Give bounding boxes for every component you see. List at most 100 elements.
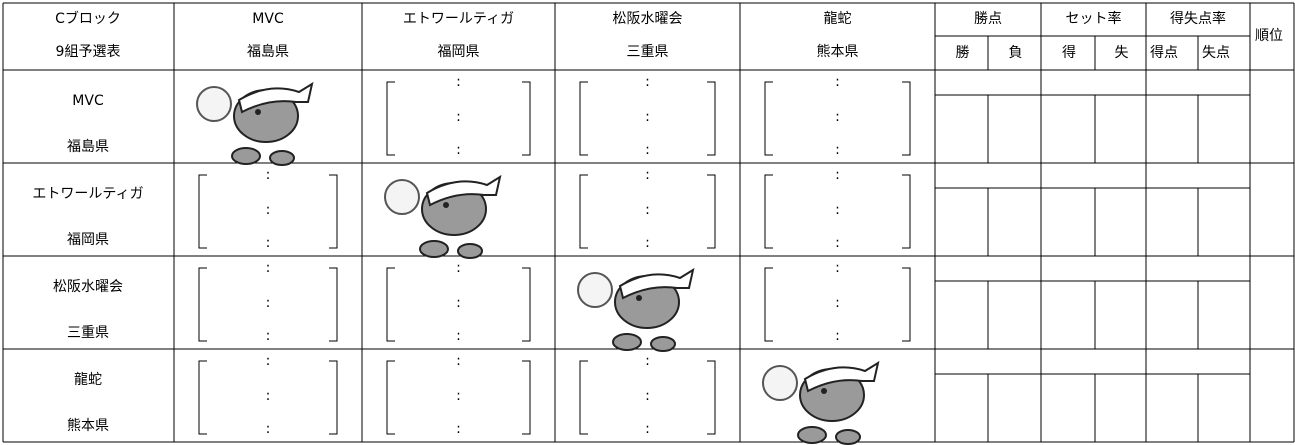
score-separator: :	[456, 109, 461, 125]
bracket	[579, 174, 588, 249]
team-prefecture: 福島県	[67, 139, 109, 155]
score-separator: :	[266, 421, 271, 437]
bracket	[764, 81, 773, 156]
bracket	[522, 81, 531, 156]
team-prefecture: 三重県	[67, 325, 109, 341]
score-separator: :	[835, 142, 840, 158]
score-separator: :	[835, 328, 840, 344]
score-separator: :	[266, 235, 271, 251]
score-separator: :	[266, 353, 271, 369]
bracket	[902, 267, 911, 342]
bracket	[386, 81, 395, 156]
mascot-foot	[650, 336, 676, 352]
score-separator: :	[266, 328, 271, 344]
score-separator: :	[456, 260, 461, 276]
score-separator: :	[266, 167, 271, 183]
team-header-prefecture: 三重県	[627, 44, 669, 60]
mascot-band	[425, 174, 502, 207]
score-separator: :	[645, 202, 650, 218]
score-separator: :	[266, 295, 271, 311]
mascot-eye	[443, 202, 449, 208]
bracket	[386, 360, 395, 435]
score-separator: :	[645, 388, 650, 404]
score-separator: :	[456, 388, 461, 404]
mascot-image	[196, 81, 314, 166]
mascot-foot	[419, 240, 449, 258]
bracket	[707, 360, 716, 435]
score-separator: :	[456, 295, 461, 311]
score-separator: :	[266, 260, 271, 276]
score-separator: :	[835, 235, 840, 251]
team-header-name: 松阪水曜会	[613, 11, 683, 27]
score-separator: :	[266, 202, 271, 218]
score-separator: :	[266, 388, 271, 404]
bracket	[522, 360, 531, 435]
score-separator: :	[645, 74, 650, 90]
bracket	[522, 267, 531, 342]
mascot-eye	[636, 295, 642, 301]
team-name: MVC	[72, 93, 104, 109]
stat-subheader: 負	[1009, 45, 1023, 61]
mascot-ball	[384, 179, 420, 215]
team-name: 松阪水曜会	[53, 279, 123, 295]
score-separator: :	[645, 109, 650, 125]
mascot-image	[577, 267, 695, 352]
bracket	[579, 81, 588, 156]
score-separator: :	[645, 167, 650, 183]
score-separator: :	[645, 142, 650, 158]
mascot-foot	[835, 429, 861, 445]
stat-subheader: 失	[1115, 45, 1129, 61]
team-name: エトワールティガ	[32, 186, 143, 202]
bracket	[198, 174, 207, 249]
score-separator: :	[835, 167, 840, 183]
stat-subheader: 得	[1062, 44, 1076, 61]
bracket	[579, 360, 588, 435]
mascot-band	[803, 360, 880, 393]
score-separator: :	[835, 74, 840, 90]
mascot-band	[237, 81, 314, 114]
team-header-prefecture: 熊本県	[817, 44, 859, 60]
score-separator: :	[835, 295, 840, 311]
score-separator: :	[456, 142, 461, 158]
mascot-foot	[797, 426, 827, 444]
team-prefecture: 福岡県	[67, 232, 109, 248]
stat-header: 得失点率	[1170, 10, 1226, 27]
mascot-eye	[255, 109, 261, 115]
stat-header: セット率	[1066, 10, 1122, 27]
score-separator: :	[456, 353, 461, 369]
mascot-ball	[577, 272, 613, 308]
block-title: Cブロック	[55, 10, 121, 27]
score-separator: :	[456, 328, 461, 344]
mascot-foot	[457, 243, 483, 259]
score-separator: :	[835, 202, 840, 218]
score-separator: :	[835, 260, 840, 276]
team-prefecture: 熊本県	[67, 418, 109, 434]
rank-header: 順位	[1255, 28, 1283, 44]
bracket	[764, 174, 773, 249]
score-separator: :	[645, 353, 650, 369]
bracket	[902, 81, 911, 156]
bracket	[198, 267, 207, 342]
team-header-prefecture: 福岡県	[438, 44, 480, 60]
score-separator: :	[645, 235, 650, 251]
mascot-foot	[231, 147, 261, 165]
mascot-image	[384, 174, 502, 259]
score-separator: :	[835, 109, 840, 125]
mascot-ball	[762, 365, 798, 401]
mascot-eye	[821, 388, 827, 394]
stat-header: 勝点	[974, 11, 1002, 27]
team-header-name: エトワールティガ	[403, 11, 514, 27]
mascot-ball	[196, 86, 232, 122]
stat-subheader: 得点	[1150, 44, 1178, 61]
bracket	[707, 81, 716, 156]
bracket	[329, 267, 338, 342]
mascot-foot	[269, 150, 295, 166]
mascot-image	[762, 360, 880, 445]
team-name: 龍蛇	[74, 371, 102, 388]
team-header-prefecture: 福島県	[247, 44, 289, 60]
score-separator: :	[456, 74, 461, 90]
bracket	[764, 267, 773, 342]
bracket	[198, 360, 207, 435]
